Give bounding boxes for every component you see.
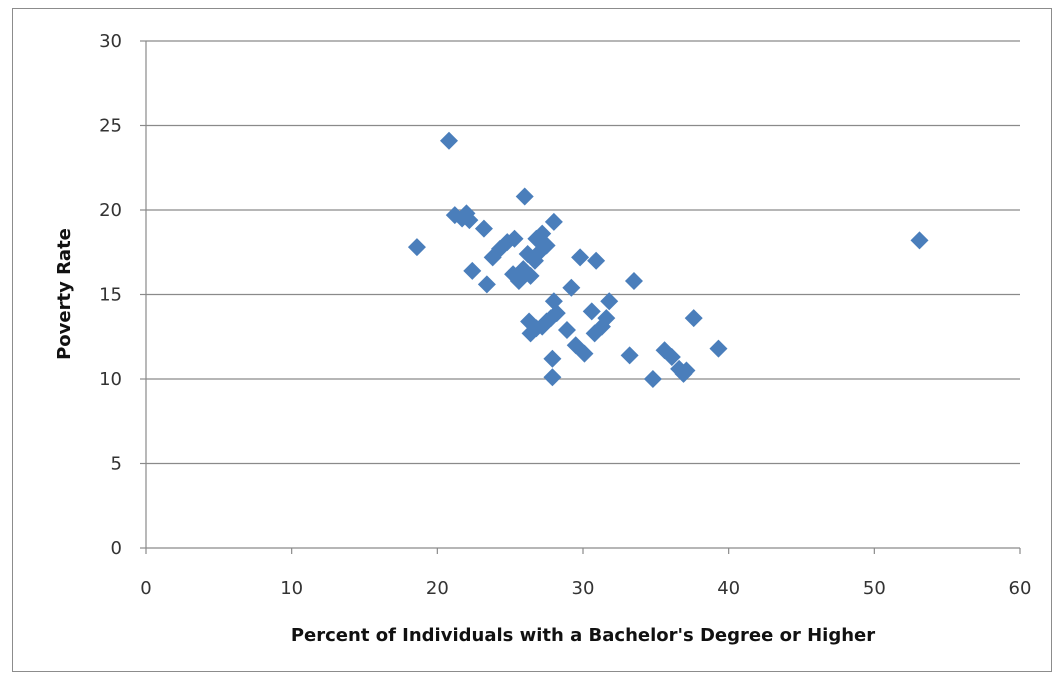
y-tick-label: 10: [99, 369, 122, 390]
data-point: [460, 211, 479, 230]
data-point: [582, 302, 601, 321]
data-point: [474, 219, 493, 238]
y-tick-label: 25: [99, 116, 122, 137]
x-tick-label: 40: [717, 578, 740, 599]
x-tick-label: 50: [863, 578, 886, 599]
data-point: [562, 278, 581, 297]
y-tick-label: 5: [111, 454, 122, 475]
data-point: [600, 292, 619, 311]
data-point: [498, 233, 517, 252]
data-point: [547, 304, 566, 323]
data-point: [662, 348, 681, 367]
y-tick-label: 0: [111, 538, 122, 559]
x-tick-label: 60: [1009, 578, 1032, 599]
data-point: [515, 187, 534, 206]
data-point: [620, 346, 639, 365]
data-point: [684, 309, 703, 328]
y-axis-title: Poverty Rate: [54, 228, 75, 360]
data-point: [543, 349, 562, 368]
data-point: [407, 238, 426, 257]
data-point: [571, 248, 590, 267]
data-point: [587, 251, 606, 270]
data-point: [439, 131, 458, 150]
x-tick-label: 0: [140, 578, 151, 599]
data-point: [505, 229, 524, 248]
x-tick-label: 20: [426, 578, 449, 599]
data-point: [521, 266, 540, 285]
data-point: [463, 261, 482, 280]
data-point: [575, 344, 594, 363]
y-tick-label: 20: [99, 200, 122, 221]
data-point: [537, 236, 556, 255]
gridlines: [146, 40, 1020, 465]
data-point: [544, 212, 563, 231]
axes: [140, 40, 1021, 554]
data-point: [677, 361, 696, 380]
data-points: [407, 131, 929, 388]
y-tick-label: 15: [99, 285, 122, 306]
data-point: [477, 275, 496, 294]
y-tick-labels: 0 5 10 15 20 25 30: [99, 31, 122, 559]
data-point: [643, 370, 662, 388]
data-point: [910, 231, 929, 250]
data-point: [543, 368, 562, 387]
data-point: [557, 320, 576, 339]
x-tick-labels: 0 10 20 30 40 50 60: [140, 578, 1031, 599]
data-point: [624, 271, 643, 290]
data-point: [597, 309, 616, 328]
y-tick-label: 30: [99, 31, 122, 52]
x-tick-label: 10: [280, 578, 303, 599]
x-axis-title: Percent of Individuals with a Bachelor's…: [291, 625, 875, 646]
data-point: [709, 339, 728, 358]
x-tick-label: 30: [572, 578, 595, 599]
